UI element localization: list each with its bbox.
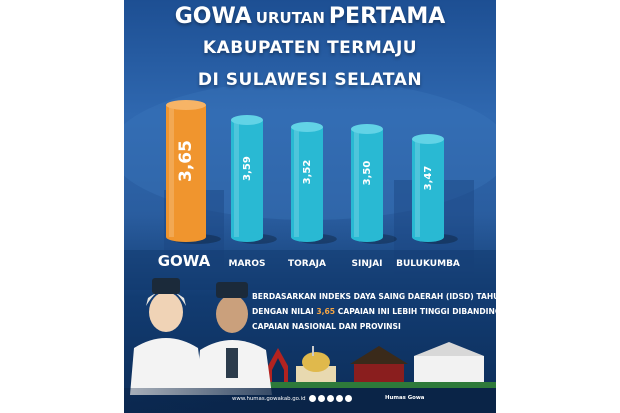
description: BERDASARKAN INDEKS DAYA SAING DAERAH (ID… bbox=[252, 289, 496, 334]
category-label: SINJAI bbox=[351, 259, 382, 269]
bar-value-label: 3,50 bbox=[362, 161, 373, 186]
youtube-icon bbox=[327, 395, 335, 402]
bar-top bbox=[351, 124, 383, 134]
category-label: MAROS bbox=[229, 259, 266, 269]
poster: GOWA URUTAN PERTAMA KABUPATEN TERMAJU DI S… bbox=[124, 0, 496, 413]
instagram-icon bbox=[309, 395, 317, 402]
bar-body bbox=[412, 139, 444, 237]
category-label: TORAJA bbox=[288, 259, 326, 269]
bar-bulukumba bbox=[412, 134, 458, 244]
title-gowa: GOWA bbox=[174, 4, 252, 29]
bar-highlight bbox=[354, 129, 359, 237]
title-line-2: KABUPATEN TERMAJU bbox=[202, 38, 418, 58]
footer-brand: Humas Gowa bbox=[385, 395, 425, 401]
title-line-1: GOWA URUTAN PERTAMA bbox=[124, 4, 496, 34]
bar-body bbox=[166, 105, 206, 237]
facebook-icon bbox=[318, 395, 326, 402]
bar-top bbox=[231, 115, 263, 125]
bar-maros bbox=[231, 115, 277, 244]
description-line-2: DENGAN NILAI 3,65 CAPAIAN INI LEBIH TING… bbox=[252, 304, 496, 319]
landmark-skyline bbox=[264, 342, 496, 388]
bar-top bbox=[166, 100, 206, 110]
footer-website-row: www.humas.gowakab.go.id bbox=[232, 395, 353, 402]
description-pre: DENGAN NILAI bbox=[252, 307, 314, 316]
bar-value-label: 3,59 bbox=[242, 156, 253, 181]
bar-top bbox=[291, 122, 323, 132]
bar-value-label: 3,65 bbox=[176, 140, 196, 182]
category-label: BULUKUMBA bbox=[396, 259, 460, 269]
title-pertama: PERTAMA bbox=[328, 4, 446, 29]
footer-website: www.humas.gowakab.go.id bbox=[232, 396, 306, 402]
title-line-3: DI SULAWESI SELATAN bbox=[197, 70, 423, 90]
category-label: GOWA bbox=[158, 252, 211, 270]
x-icon bbox=[336, 395, 344, 402]
description-line-3: CAPAIAN NASIONAL DAN PROVINSI bbox=[252, 322, 401, 331]
bar-base bbox=[412, 232, 444, 242]
bar-body bbox=[231, 120, 263, 237]
bar-body bbox=[351, 129, 383, 237]
bar-highlight bbox=[415, 139, 420, 237]
bar-highlight bbox=[234, 120, 239, 237]
bar-top bbox=[412, 134, 444, 144]
tiktok-icon bbox=[345, 395, 353, 402]
description-line-1: BERDASARKAN INDEKS DAYA SAING DAERAH (ID… bbox=[252, 292, 496, 301]
description-post: CAPAIAN INI LEBIH TINGGI DIBANDINGKAN bbox=[337, 307, 496, 316]
bar-sinjai bbox=[351, 124, 397, 244]
title-urutan: URUTAN bbox=[255, 9, 325, 27]
bar-base bbox=[231, 232, 263, 242]
officials-photo bbox=[130, 278, 272, 395]
bar-highlight bbox=[169, 105, 174, 237]
bar-gowa bbox=[166, 100, 221, 244]
bar-toraja bbox=[291, 122, 337, 244]
bar-body bbox=[291, 127, 323, 237]
bar-value-label: 3,52 bbox=[302, 160, 313, 185]
description-value: 3,65 bbox=[316, 307, 336, 316]
bar-base bbox=[166, 232, 206, 242]
bar-value-label: 3,47 bbox=[423, 166, 434, 191]
bar-highlight bbox=[294, 127, 299, 237]
bar-base bbox=[351, 232, 383, 242]
bar-base bbox=[291, 232, 323, 242]
bar-chart: 3,65 GOWA 3,59 MAROS 3,52 TORAJA 3,50 SINJAI 3,4… bbox=[158, 100, 460, 270]
